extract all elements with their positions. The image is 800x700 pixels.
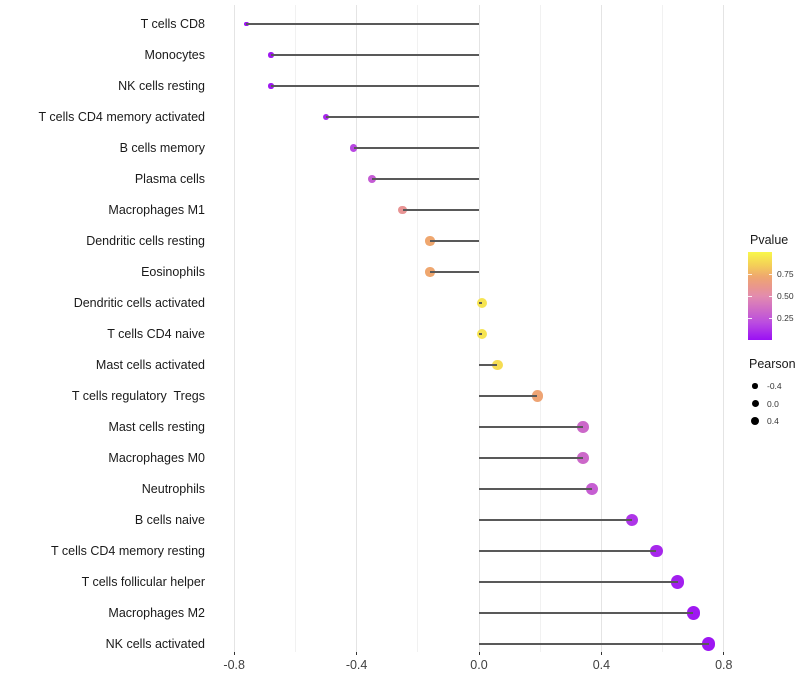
category-label: T cells CD4 naive [107, 327, 205, 341]
lollipop-dot [398, 205, 407, 215]
category-label: Mast cells activated [95, 358, 205, 372]
category-label: B cells naive [134, 513, 205, 527]
category-label: Plasma cells [134, 172, 205, 186]
lollipop-dot [531, 390, 543, 402]
lollipop-stem [402, 209, 479, 211]
pvalue-tick-mark [768, 273, 772, 275]
gridline-major [233, 5, 235, 652]
x-tick-label: -0.8 [223, 658, 245, 672]
lollipop-dot [244, 21, 249, 27]
x-axis-tick [600, 652, 602, 655]
category-label: B cells memory [119, 141, 205, 155]
gridline-minor [539, 5, 541, 652]
x-tick-label: -0.4 [345, 658, 368, 672]
lollipop-stem [430, 271, 479, 273]
gridline-minor [294, 5, 296, 652]
pearson-legend-dot [750, 416, 760, 426]
category-label: T cells CD8 [140, 17, 205, 31]
lollipop-stem [479, 643, 709, 645]
x-axis-tick [478, 652, 480, 655]
lollipop-dot [322, 113, 330, 121]
lollipop-dot [650, 544, 663, 558]
lollipop-dot [349, 144, 358, 152]
lollipop-dot [476, 297, 488, 309]
category-label: Dendritic cells resting [86, 234, 205, 248]
lollipop-stem [479, 581, 678, 583]
gridline-minor [417, 5, 419, 652]
lollipop-dot [476, 328, 488, 340]
gridline-minor [662, 5, 664, 652]
gridline-major [600, 5, 602, 652]
category-label: Macrophages M2 [108, 606, 205, 620]
lollipop-dot [577, 421, 589, 433]
lollipop-stem [479, 550, 657, 552]
pvalue-tick-mark [768, 317, 772, 319]
lollipop-stem [479, 426, 584, 428]
pvalue-colorbar-gradient [748, 252, 772, 340]
pvalue-tick-mark [748, 317, 752, 319]
lollipop-stem [479, 302, 483, 304]
category-label: Monocytes [144, 48, 205, 62]
lollipop-stem [479, 457, 584, 459]
category-label: T cells CD4 memory resting [51, 544, 205, 558]
lollipop-stem [326, 116, 479, 118]
pearson-legend-label: 0.0 [767, 398, 779, 409]
lollipop-stem [479, 488, 593, 490]
lollipop-stem [479, 333, 483, 335]
category-label: NK cells resting [118, 79, 205, 93]
x-axis-tick [723, 652, 725, 655]
category-label: Macrophages M0 [108, 451, 205, 465]
category-label: NK cells activated [105, 637, 205, 651]
pearson-legend-label: -0.4 [767, 381, 782, 391]
category-label: Dendritic cells activated [73, 296, 205, 310]
pvalue-tick-label: 0.75 [777, 269, 794, 279]
x-tick-label: 0.0 [470, 658, 488, 672]
category-label: T cells CD4 memory activated [38, 110, 206, 124]
lollipop-stem [479, 395, 538, 397]
pearson-legend-dot [751, 400, 759, 407]
lollipop-dot [686, 606, 700, 620]
category-label: Neutrophils [141, 482, 205, 496]
pvalue-tick-mark [748, 273, 752, 275]
lollipop-stem [270, 54, 479, 56]
gridline-major [723, 5, 725, 652]
x-axis-tick [356, 652, 358, 655]
x-tick-label: 0.4 [592, 658, 611, 672]
category-label: T cells regulatory Tregs [71, 389, 205, 403]
pvalue-tick-mark [768, 295, 772, 297]
gridline-major [356, 5, 358, 652]
x-tick-label: 0.8 [715, 658, 733, 672]
pearson-legend-dot [752, 383, 758, 389]
category-label: Macrophages M1 [108, 203, 205, 217]
lollipop-stem [479, 364, 498, 366]
pvalue-tick-label: 0.50 [777, 291, 794, 301]
gridline-major [478, 5, 480, 652]
lollipop-stem [479, 612, 694, 614]
lollipop-stem [270, 85, 479, 87]
lollipop-stem [430, 240, 479, 242]
pearson-legend-title: Pearson [749, 357, 796, 371]
lollipop-stem [353, 147, 479, 149]
pvalue-tick-mark [748, 295, 752, 297]
x-axis-tick [233, 652, 235, 655]
lollipop-stem [246, 23, 479, 25]
pvalue-tick-label: 0.25 [777, 313, 794, 323]
pvalue-legend-title: Pvalue [750, 233, 789, 247]
category-label: T cells follicular helper [81, 575, 205, 589]
lollipop-stem [371, 178, 479, 180]
category-label: Eosinophils [141, 265, 205, 279]
lollipop-stem [479, 519, 632, 521]
category-label: Mast cells resting [108, 420, 205, 434]
lollipop-dot [577, 452, 589, 464]
pearson-legend-label: 0.4 [767, 416, 779, 426]
